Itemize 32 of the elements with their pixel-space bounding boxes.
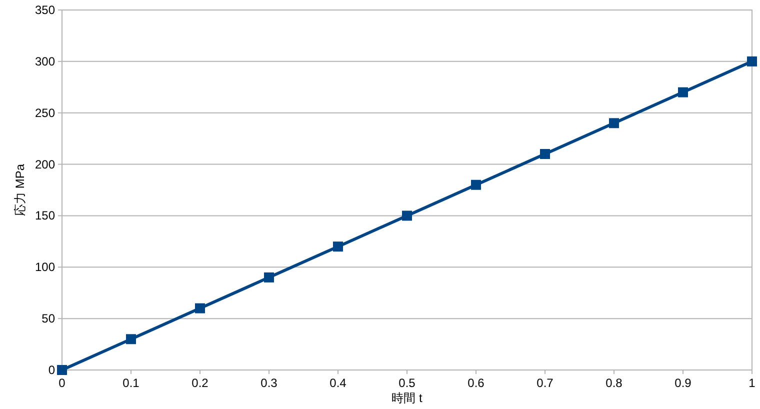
y-tick-label: 0 (48, 363, 56, 377)
point (333, 242, 343, 252)
x-tick-label: 0.3 (260, 376, 278, 390)
y-tick-label: 150 (34, 208, 56, 223)
y-tick-label: 350 (34, 3, 56, 17)
point (609, 118, 619, 128)
point (57, 365, 67, 375)
x-tick-label: 0.6 (468, 376, 485, 390)
y-tick-label: 300 (34, 54, 56, 68)
y-tick-label: 200 (34, 157, 56, 172)
point (747, 56, 757, 66)
point (471, 180, 481, 190)
x-tick-label: 0.5 (398, 376, 416, 390)
y-axis-title: 応力 MPa (13, 164, 27, 216)
x-tick-label: 0.4 (330, 376, 347, 390)
point (402, 210, 412, 221)
point (126, 334, 136, 344)
x-tick-label: 0.8 (606, 376, 623, 390)
x-tick-label: 0.1 (122, 376, 140, 390)
x-tick-label: 0 (58, 376, 66, 390)
x-tick-label: 0.9 (674, 376, 692, 390)
point (678, 87, 688, 98)
y-tick-label: 50 (42, 312, 56, 326)
x-tick-label: 1 (748, 376, 756, 390)
x-tick-label: 0.7 (536, 376, 554, 390)
y-tick-label: 250 (34, 106, 56, 120)
x-axis-title: 時間 t (392, 391, 423, 405)
point (540, 149, 550, 159)
x-tick-label: 0.2 (192, 376, 209, 390)
point (195, 303, 205, 314)
point (264, 272, 274, 282)
y-tick-label: 100 (34, 260, 56, 274)
